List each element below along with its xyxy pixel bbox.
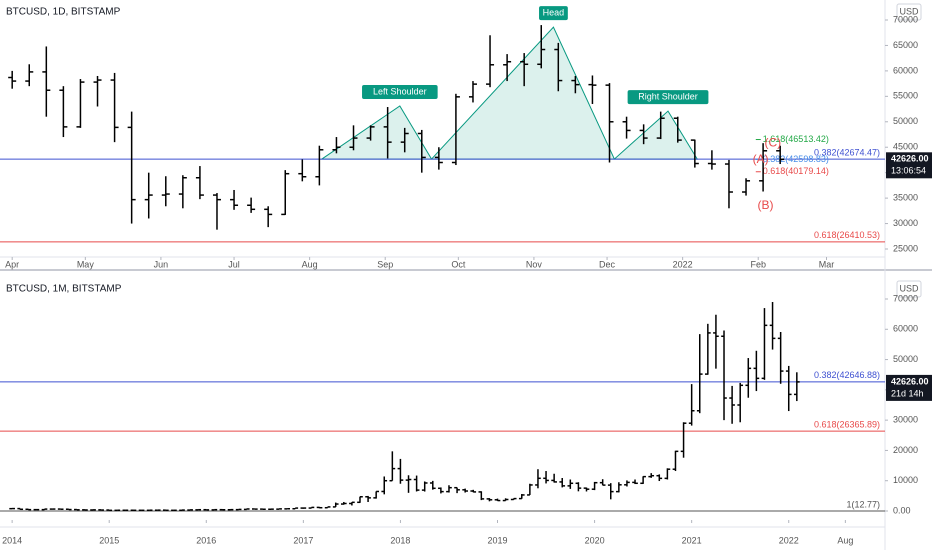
fib-level-label: 0.618(40179.14) xyxy=(763,166,829,176)
x-tick-label: May xyxy=(77,259,95,269)
x-tick-label: 2022 xyxy=(779,535,799,545)
x-tick-label: 2022 xyxy=(673,259,693,269)
currency-box xyxy=(896,280,922,298)
currency-label: USD xyxy=(899,6,919,16)
currency-label: USD xyxy=(899,283,919,293)
y-tick-label: 65000 xyxy=(893,40,918,50)
y-tick-label: 20000 xyxy=(893,445,918,455)
level-label: 1(12.77) xyxy=(846,499,880,509)
y-tick-label: 70000 xyxy=(893,293,918,303)
wave-label: (C) xyxy=(765,135,782,149)
fib-level-label: 0.382(42598.83) xyxy=(763,154,829,164)
pattern-label-box xyxy=(539,6,568,21)
y-tick-label: 55000 xyxy=(893,91,918,101)
x-tick-label: Dec xyxy=(599,259,616,269)
x-tick-label: Oct xyxy=(451,259,466,269)
x-tick-label: Aug xyxy=(302,259,318,269)
y-tick-label: 10000 xyxy=(893,475,918,485)
x-tick-label: 2021 xyxy=(682,535,702,545)
head-and-shoulders xyxy=(320,26,699,160)
countdown-label: 13:06:54 xyxy=(891,166,926,176)
pattern-label: Right Shoulder xyxy=(638,91,698,101)
x-tick-label: Nov xyxy=(526,259,543,269)
x-tick-label: Jun xyxy=(154,259,169,269)
level-label: 0.618(26410.53) xyxy=(814,230,880,240)
y-tick-label: 45000 xyxy=(893,142,918,152)
y-tick-label: 25000 xyxy=(893,243,918,253)
wave-label: (B) xyxy=(758,198,774,212)
y-tick-label: 50000 xyxy=(893,354,918,364)
last-price-box xyxy=(886,374,932,401)
x-tick-label: Apr xyxy=(5,259,19,269)
x-tick-label: Sep xyxy=(377,259,393,269)
level-label: 0.382(42646.88) xyxy=(814,370,880,380)
y-tick-label: 35000 xyxy=(893,192,918,202)
x-tick-label: 2017 xyxy=(293,535,313,545)
last-price-label: 42626.00 xyxy=(891,376,929,386)
x-tick-label: Aug xyxy=(837,535,853,545)
currency-box xyxy=(896,3,922,21)
pattern-label: Left Shoulder xyxy=(373,86,427,96)
fib-level-label: 1.618(46513.42) xyxy=(763,134,829,144)
last-price-box xyxy=(886,152,932,179)
y-tick-label: 30000 xyxy=(893,415,918,425)
level-label: 0.618(26365.89) xyxy=(814,420,880,430)
pattern-label: Head xyxy=(543,7,565,17)
x-tick-label: 2020 xyxy=(585,535,605,545)
level-label: 0.382(42674.47) xyxy=(814,147,880,157)
x-tick-label: 2014 xyxy=(2,535,22,545)
y-tick-label: 60000 xyxy=(893,65,918,75)
x-tick-label: Mar xyxy=(819,259,835,269)
chart-title: BTCUSD, 1M, BITSTAMP xyxy=(6,284,122,295)
y-tick-label: 60000 xyxy=(893,324,918,334)
y-tick-label: 70000 xyxy=(893,14,918,24)
pattern-label-box xyxy=(362,85,438,100)
y-tick-label: 50000 xyxy=(893,116,918,126)
x-tick-label: 2018 xyxy=(390,535,410,545)
x-tick-label: 2019 xyxy=(487,535,507,545)
chart-title: BTCUSD, 1D, BITSTAMP xyxy=(6,7,121,18)
x-tick-label: Jul xyxy=(228,259,240,269)
x-tick-label: 2016 xyxy=(196,535,216,545)
y-tick-label: 30000 xyxy=(893,218,918,228)
x-tick-label: Feb xyxy=(750,259,766,269)
y-tick-label: 0.00 xyxy=(893,505,911,515)
pattern-label-box xyxy=(627,90,709,105)
countdown-label: 21d 14h xyxy=(891,388,924,398)
last-price-label: 42626.00 xyxy=(891,154,929,164)
wave-label: (A) xyxy=(753,152,769,166)
x-tick-label: 2015 xyxy=(99,535,119,545)
